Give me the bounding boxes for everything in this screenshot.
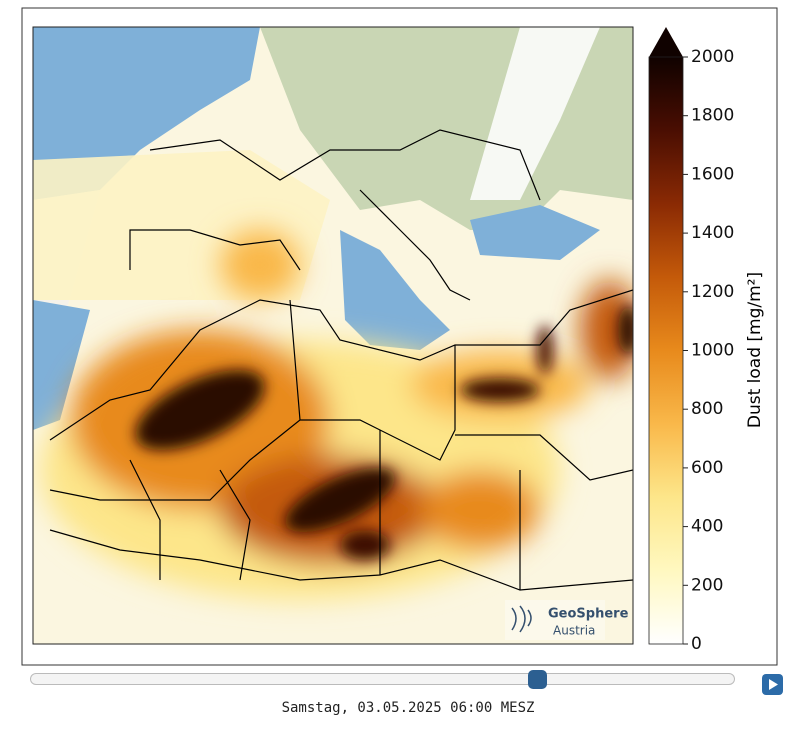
map-frame	[32, 26, 634, 645]
logo-sub: Austria	[553, 624, 595, 638]
colorbar-tick-label: 1200	[691, 282, 734, 302]
colorbar-label: Dust load [mg/m²]	[745, 272, 765, 428]
timestamp: Samstag, 03.05.2025 06:00 MESZ	[281, 700, 535, 716]
colorbar-tick-label: 2000	[691, 47, 734, 67]
colorbar-tick-label: 1400	[691, 223, 734, 243]
slider-thumb[interactable]	[528, 670, 547, 689]
colorbar-tick-label: 1000	[691, 341, 734, 361]
colorbar-tick-label: 600	[691, 458, 723, 478]
map: GeoSphere Austria	[33, 27, 633, 644]
colorbar-extend	[649, 27, 683, 57]
colorbar-tick-label: 400	[691, 517, 723, 537]
figure-frame	[21, 7, 778, 666]
colorbar-tick-label: 200	[691, 575, 723, 595]
colorbar	[648, 56, 684, 645]
colorbar-tick-label: 800	[691, 399, 723, 419]
colorbar-tick-label: 1600	[691, 164, 734, 184]
colorbar-tick-label: 0	[691, 634, 702, 654]
colorbar-tick-label: 1800	[691, 106, 734, 126]
logo-name: GeoSphere	[548, 607, 629, 622]
